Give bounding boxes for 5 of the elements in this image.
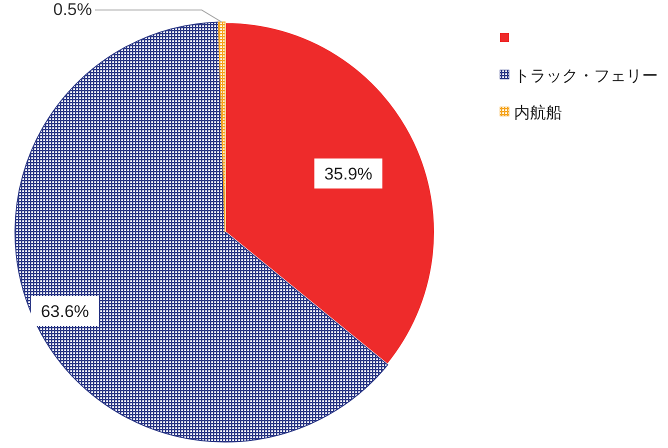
data-label: 35.9% <box>324 164 372 184</box>
legend-label: 内航船 <box>514 104 562 122</box>
legend-label: トラック・フェリー <box>514 68 658 85</box>
data-label: 63.6% <box>40 302 90 322</box>
data-label: 0.5% <box>53 0 92 20</box>
